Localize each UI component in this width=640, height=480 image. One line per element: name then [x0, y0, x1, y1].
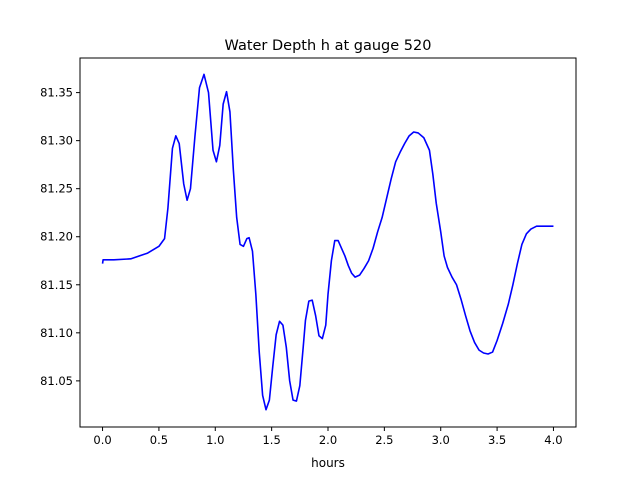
- y-tick-label: 81.30: [40, 134, 73, 148]
- y-axis-ticks: 81.05 81.10 81.15 81.20 81.25 81.30 81.35: [40, 86, 80, 388]
- x-tick-label: 1.5: [262, 433, 280, 447]
- x-tick-label: 4.0: [544, 433, 562, 447]
- x-tick-label: 0.0: [93, 433, 111, 447]
- y-tick-label: 81.15: [40, 278, 73, 292]
- y-tick-label: 81.35: [40, 86, 73, 100]
- x-tick-label: 2.0: [319, 433, 337, 447]
- axes-frame: [79, 57, 577, 428]
- y-tick-label: 81.10: [40, 326, 73, 340]
- y-tick-label: 81.25: [40, 182, 73, 196]
- y-tick-label: 81.20: [40, 230, 73, 244]
- x-tick-label: 2.5: [375, 433, 393, 447]
- x-axis-ticks: 0.0 0.5 1.0 1.5 2.0 2.5 3.0 3.5 4.0: [93, 427, 563, 447]
- x-axis-label: hours: [311, 456, 345, 470]
- x-tick-label: 0.5: [150, 433, 168, 447]
- plot-area: [101, 73, 554, 411]
- x-tick-label: 3.0: [432, 433, 450, 447]
- series-line-0: [101, 73, 554, 411]
- y-tick-label: 81.05: [40, 374, 73, 388]
- x-tick-label: 3.5: [488, 433, 506, 447]
- chart-title: Water Depth h at gauge 520: [225, 38, 432, 54]
- x-tick-label: 1.0: [206, 433, 224, 447]
